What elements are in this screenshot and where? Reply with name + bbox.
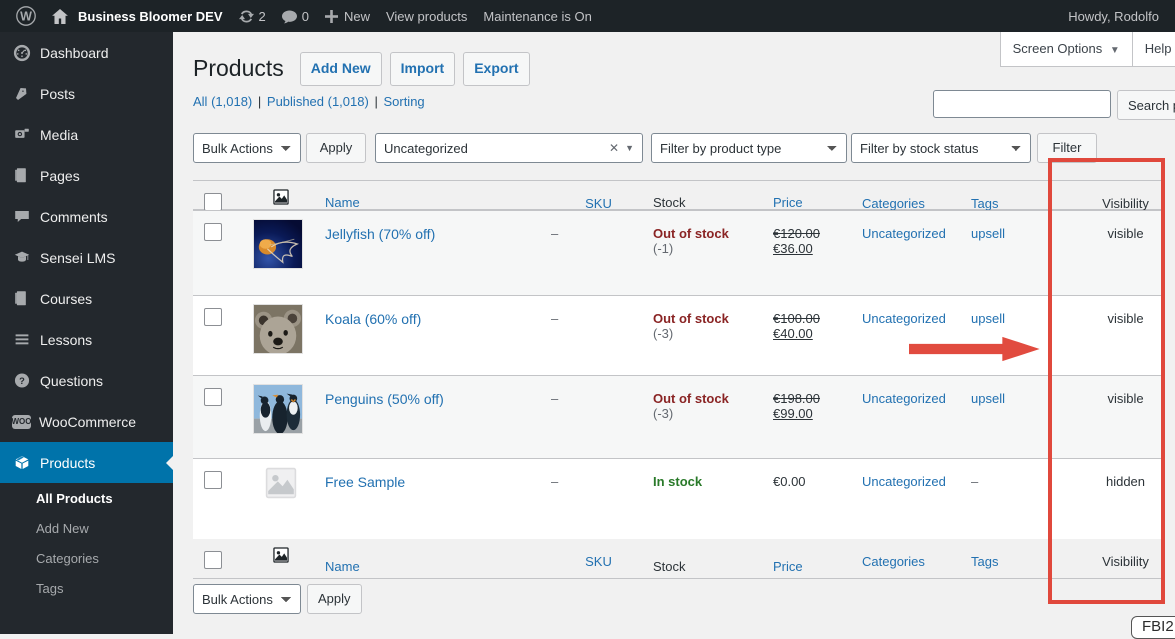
svg-text:?: ?	[19, 376, 25, 386]
svg-text:W: W	[20, 10, 32, 24]
